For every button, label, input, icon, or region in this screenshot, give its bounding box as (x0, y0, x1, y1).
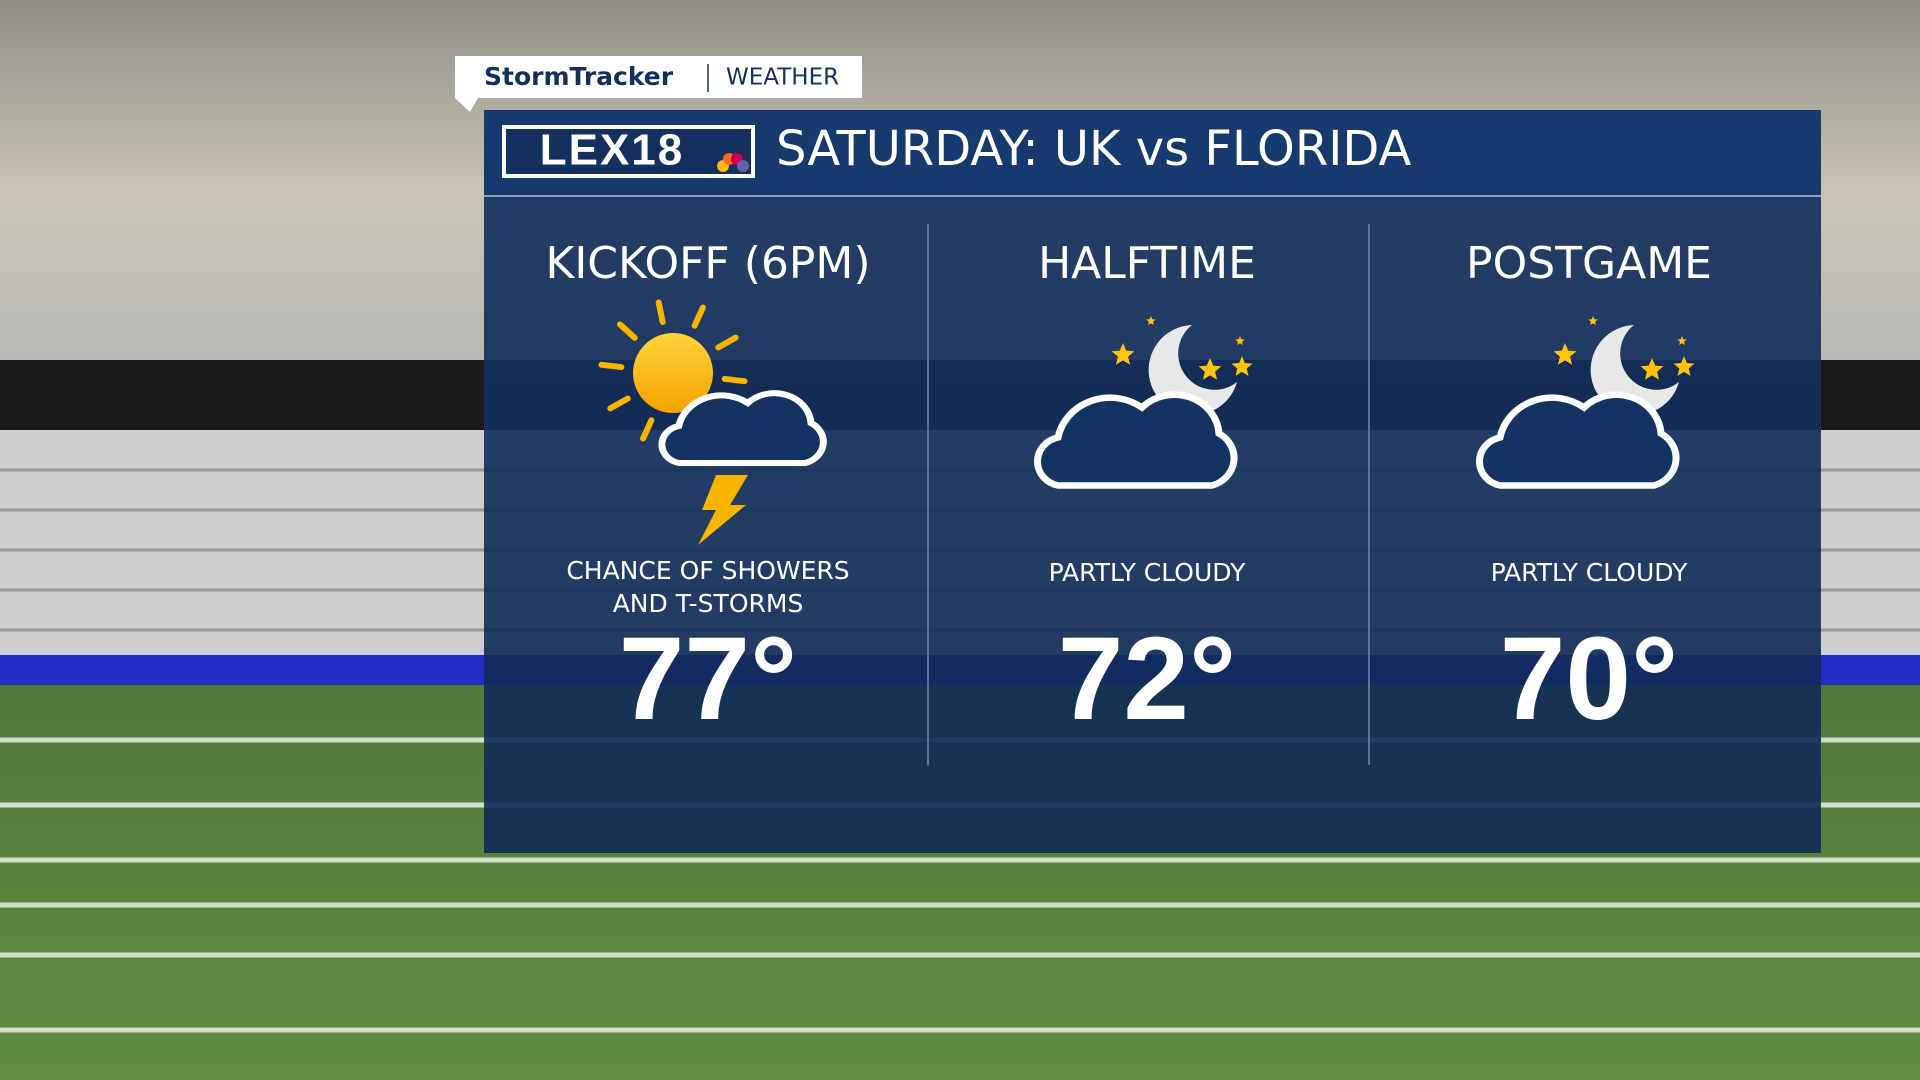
period-label: POSTGAME (1466, 238, 1712, 289)
weather-icon (598, 299, 827, 545)
star (1677, 336, 1687, 345)
sun (633, 333, 713, 413)
sun-ray (598, 361, 625, 371)
forecast-column: HALFTIME PARTLY CLOUDY 72° (1034, 238, 1256, 745)
temperature: 77° (619, 613, 797, 745)
star (1111, 343, 1135, 365)
star (1640, 358, 1664, 380)
period-label: KICKOFF (6PM) (545, 238, 870, 289)
temperature: 72° (1058, 613, 1236, 745)
star (1588, 316, 1598, 325)
forecast-column: KICKOFF (6PM) CHANCE OF SHOWERS AND T-STOR… (545, 238, 870, 745)
sun-ray (721, 375, 748, 385)
sun-ray (715, 334, 739, 351)
sun-ray (655, 299, 666, 326)
sun-ray (691, 304, 706, 329)
brand-tab (455, 56, 862, 112)
logo-inner (506, 129, 751, 174)
temperature: 70° (1500, 613, 1678, 745)
columns: KICKOFF (6PM) CHANCE OF SHOWERS AND T-STOR… (545, 238, 1712, 745)
weather-icon (1034, 316, 1253, 489)
sun-ray (616, 321, 638, 341)
cloud (658, 390, 827, 466)
star (1235, 336, 1245, 345)
forecast-column: POSTGAME PARTLY CLOUDY 70° (1466, 238, 1712, 745)
brand-name: StormTracker (484, 62, 674, 91)
logo-text: LEX18 (540, 126, 685, 175)
logo-peacock (717, 153, 749, 172)
cloud (1034, 391, 1238, 489)
sun-ray (607, 395, 631, 412)
star (1146, 316, 1156, 325)
weather-icon (1476, 316, 1695, 489)
lightning (698, 475, 748, 545)
star (1673, 356, 1695, 376)
condition: PARTLY CLOUDY (1049, 558, 1247, 587)
brand-section: WEATHER (726, 65, 839, 91)
period-label: HALFTIME (1038, 238, 1256, 289)
condition: CHANCE OF SHOWERS (566, 556, 849, 585)
condition: PARTLY CLOUDY (1491, 558, 1689, 587)
title: SATURDAY: UK vs FLORIDA (776, 121, 1411, 177)
star (1553, 343, 1577, 365)
star (1231, 356, 1253, 376)
cloud (1476, 391, 1680, 489)
star (1198, 358, 1222, 380)
sun-ray (640, 417, 655, 442)
condition: AND T-STORMS (613, 589, 804, 618)
